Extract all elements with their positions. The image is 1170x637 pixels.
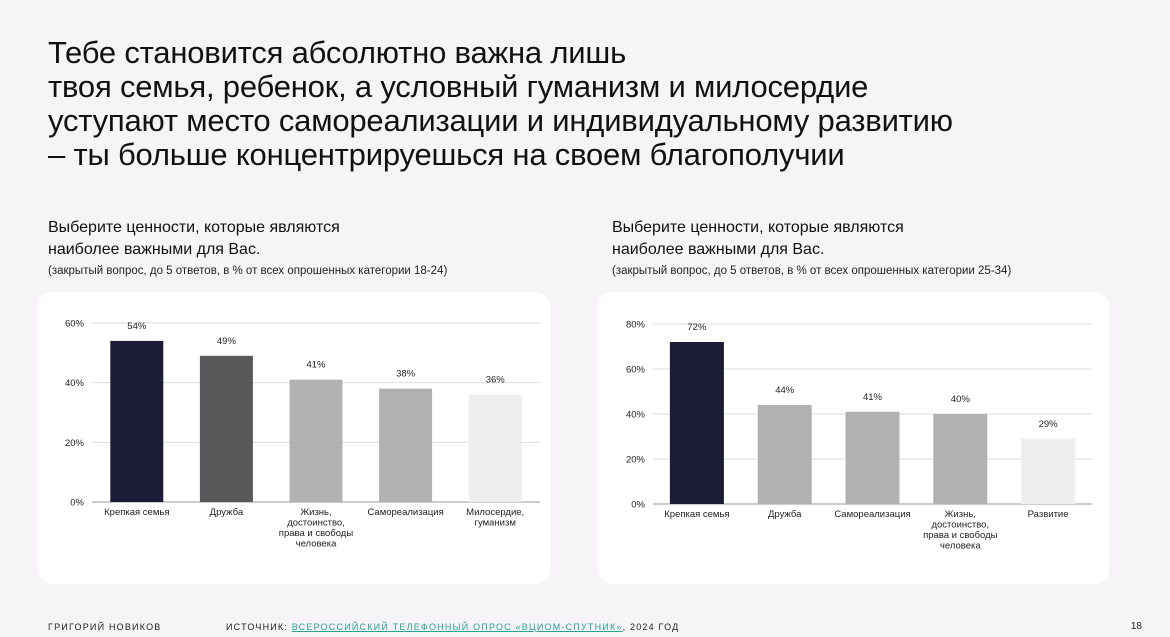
x-tick-label: Самореализация: [367, 507, 443, 518]
y-tick-label: 40%: [626, 410, 646, 421]
data-label: 49%: [217, 336, 237, 347]
right-heading-line1: Выберите ценности, которые являются: [612, 219, 904, 236]
y-tick-label: 20%: [65, 438, 85, 449]
y-tick-label: 20%: [626, 455, 646, 466]
x-tick-label: Дружба: [210, 507, 244, 518]
x-tick-label: Крепкая семья: [664, 509, 729, 520]
bar: [379, 388, 433, 502]
x-tick-label-line: Милосердие,: [466, 507, 524, 518]
right-heading-note: (закрытый вопрос, до 5 ответов, в % от в…: [612, 265, 1012, 277]
y-tick-label: 0%: [631, 500, 645, 511]
x-tick-label: Самореализация: [834, 509, 910, 520]
x-tick-label-line: Крепкая семья: [664, 509, 729, 520]
x-tick-label-line: Самореализация: [367, 507, 443, 518]
x-tick-label-line: человека: [940, 541, 981, 552]
bar: [199, 355, 253, 502]
x-tick-label-line: права и свободы: [923, 530, 998, 541]
x-tick-label-line: Дружба: [210, 507, 244, 518]
data-label: 38%: [396, 369, 416, 380]
y-tick-label: 60%: [626, 365, 646, 376]
title-line: – ты больше концентрируешься на своем бл…: [48, 137, 845, 172]
bar: [757, 405, 812, 504]
x-tick-label-line: Крепкая семья: [104, 507, 169, 518]
title-line: Тебе становится абсолютно важна лишь: [48, 35, 627, 70]
data-label: 41%: [306, 360, 326, 371]
x-tick-label-line: Развитие: [1028, 509, 1069, 520]
x-tick-label: Дружба: [768, 509, 802, 520]
bar: [110, 340, 164, 502]
x-tick-label-line: достоинство,: [931, 520, 989, 531]
right-chart-heading: Выберите ценности, которые являются наиб…: [612, 217, 1011, 281]
footer-author: Григорий Новиков: [48, 622, 162, 632]
x-tick-label: Развитие: [1028, 509, 1069, 520]
x-tick-label-line: Самореализация: [834, 509, 910, 520]
data-label: 29%: [1039, 419, 1059, 430]
bar: [1021, 438, 1076, 504]
left-heading-note: (закрытый вопрос, до 5 ответов, в % от в…: [48, 265, 448, 277]
page-title: Тебе становится абсолютно важна лишь тво…: [48, 36, 1128, 172]
bar: [845, 411, 900, 504]
x-tick-label: Жизнь, достоинство, права и свободы человек…: [279, 507, 354, 550]
left-heading-line1: Выберите ценности, которые являются: [48, 219, 340, 236]
y-tick-label: 80%: [626, 320, 646, 331]
left-heading-line2: наиболее важными для Вас.: [48, 241, 261, 258]
bar: [669, 342, 724, 504]
data-label: 54%: [127, 321, 147, 332]
data-label: 40%: [951, 394, 971, 405]
title-line: твоя семья, ребенок, а условный гуманизм…: [48, 69, 869, 104]
x-tick-label-line: права и свободы: [279, 528, 354, 539]
right-bar-chart: 0% 20% 40% 60% 80% 72% Крепкая семья 44% Дружба 4…: [626, 320, 1092, 552]
left-chart-card: 0% 20% 40% 60% 54% Крепкая семья 49% Дружба 41% Ж…: [38, 292, 550, 584]
x-tick-label-line: гуманизм: [475, 518, 516, 529]
y-tick-label: 0%: [70, 498, 84, 509]
page-number: 18: [1130, 621, 1142, 632]
y-tick-label: 40%: [65, 378, 85, 389]
source-suffix: , 2024 год: [622, 622, 680, 632]
x-tick-label: Милосердие, гуманизм: [466, 507, 524, 529]
data-label: 41%: [863, 392, 883, 403]
data-label: 72%: [687, 322, 707, 333]
data-label: 44%: [775, 385, 795, 396]
source-link[interactable]: Всероссийский телефонный опрос «ВЦИОМ-Сп…: [291, 622, 623, 632]
x-tick-label-line: Жизнь,: [300, 507, 331, 518]
x-tick-label-line: достоинство,: [287, 518, 345, 529]
footer-source: Источник: Всероссийский телефонный опрос…: [226, 622, 679, 632]
bar: [289, 379, 343, 502]
x-tick-label-line: Жизнь,: [945, 509, 976, 520]
left-bar-chart: 0% 20% 40% 60% 54% Крепкая семья 49% Дружба 41% Ж…: [65, 319, 540, 550]
title-line: уступают место самореализации и индивиду…: [48, 103, 953, 138]
data-label: 36%: [486, 375, 506, 386]
source-prefix: Источник:: [226, 622, 292, 632]
left-chart-heading: Выберите ценности, которые являются наиб…: [48, 217, 447, 281]
right-heading-line2: наиболее важными для Вас.: [612, 241, 825, 258]
x-tick-label: Жизнь, достоинство, права и свободы человек…: [923, 509, 998, 552]
bar: [933, 414, 988, 504]
x-tick-label-line: человека: [296, 539, 337, 550]
right-chart-card: 0% 20% 40% 60% 80% 72% Крепкая семья 44% Дружба 4…: [598, 292, 1109, 584]
bar: [468, 394, 522, 502]
x-tick-label: Крепкая семья: [104, 507, 169, 518]
y-tick-label: 60%: [65, 319, 85, 330]
x-tick-label-line: Дружба: [768, 509, 802, 520]
